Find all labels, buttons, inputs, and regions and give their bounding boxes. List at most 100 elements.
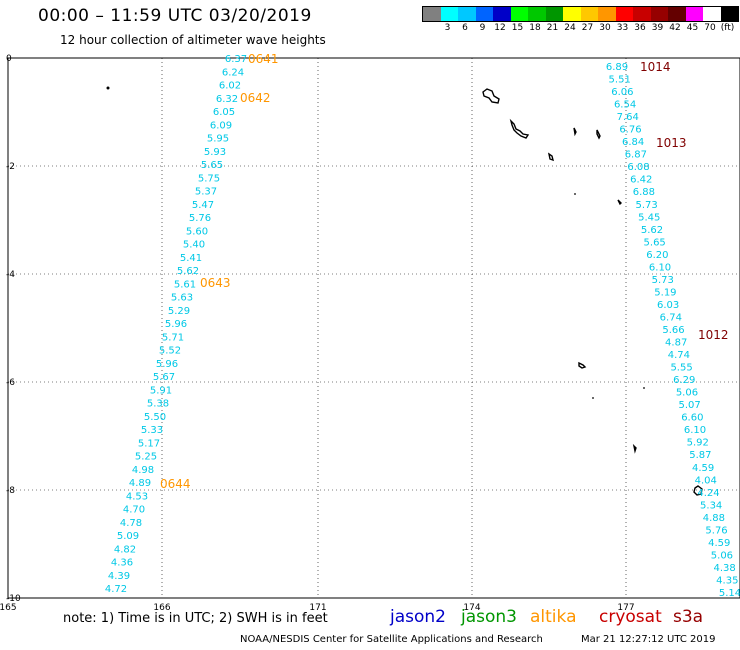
x-tick-label: 166 [153, 603, 170, 613]
island-dot [592, 397, 594, 399]
swh-value: 5.45 [638, 212, 660, 223]
swh-value: 6.20 [646, 250, 668, 261]
swh-value: 5.19 [654, 287, 676, 298]
swh-value: 5.06 [676, 388, 698, 399]
satellite-tracks: 6.37 6.24 6.02 6.32 6.05 6.09 5.95 5.93 5.65 5.75… [105, 54, 740, 599]
color-scale-label: 12 [494, 23, 506, 33]
island-outline [482, 88, 500, 104]
time-label: 0643 [200, 276, 231, 290]
color-swatch [475, 7, 493, 21]
swh-value: 6.29 [673, 375, 695, 386]
swh-value: 5.47 [192, 200, 214, 211]
color-scale-label: 3 [444, 23, 451, 33]
swh-value: 4.38 [713, 563, 735, 574]
swh-value: 6.03 [657, 300, 679, 311]
swh-value: 5.65 [644, 237, 666, 248]
color-swatch [598, 7, 616, 21]
island-dot [643, 387, 645, 389]
swh-value: 5.50 [144, 412, 166, 423]
swh-value: 5.95 [207, 134, 229, 145]
swh-value: 5.92 [687, 438, 709, 449]
color-swatch [580, 7, 598, 21]
swh-value: 5.61 [174, 279, 196, 290]
time-label: 0644 [160, 477, 191, 491]
swh-value: 6.06 [611, 87, 633, 98]
footer-timestamp: Mar 21 12:27:12 UTC 2019 [581, 634, 716, 645]
swh-value: 5.07 [679, 400, 701, 411]
page-title: 00:00 – 11:59 UTC 03/20/2019 [38, 6, 312, 26]
satellite-legend-item: cryosat [599, 607, 662, 627]
satellite-legend-item: jason2 [390, 607, 446, 627]
color-scale-label: 15 [511, 23, 524, 33]
color-swatch [458, 7, 476, 21]
note-text: note: 1) Time is in UTC; 2) SWH is in fe… [63, 611, 328, 626]
color-swatch [528, 7, 546, 21]
swh-value: 4.59 [708, 538, 730, 549]
time-label: 1014 [640, 60, 671, 74]
island-outline [632, 443, 637, 454]
swh-value: 5.62 [641, 225, 663, 236]
swh-value: 5.71 [162, 332, 184, 343]
color-swatch [633, 7, 651, 21]
swh-value: 6.32 [216, 94, 238, 105]
swh-value: 4.98 [132, 465, 154, 476]
color-scale-label: 42 [669, 23, 681, 33]
swh-value: 6.60 [681, 413, 703, 424]
color-swatch [615, 7, 633, 21]
x-tick-label: 171 [309, 603, 326, 613]
swh-value: 5.87 [689, 450, 711, 461]
swh-value: 5.09 [117, 531, 139, 542]
swh-value: 5.37 [195, 187, 217, 198]
y-tick-label: -10 [6, 594, 21, 604]
swh-value: 5.41 [180, 253, 202, 264]
color-swatch [650, 7, 668, 21]
swh-value: 6.74 [660, 312, 682, 323]
swh-value: 5.60 [186, 226, 208, 237]
color-scale-bar [422, 6, 739, 22]
y-tick-label: -8 [6, 486, 15, 496]
swh-value: 5.76 [705, 525, 727, 536]
swh-value: 5.34 [700, 500, 722, 511]
island-outline [509, 118, 530, 139]
satellite-legend-item: jason3 [461, 607, 517, 627]
swh-value: 6.88 [633, 187, 655, 198]
swh-value: 6.10 [684, 425, 706, 436]
island-outline [573, 127, 577, 137]
time-label: 0642 [240, 91, 271, 105]
swh-value: 6.10 [649, 262, 671, 273]
swh-value: 5.65 [201, 160, 223, 171]
swh-value: 4.70 [123, 505, 145, 516]
swh-value: 4.89 [129, 478, 151, 489]
swh-value: 5.96 [156, 359, 178, 370]
swh-value: 5.67 [153, 372, 175, 383]
swh-value: 4.39 [108, 571, 130, 582]
time-label: 1012 [698, 328, 729, 342]
swh-value: 6.08 [627, 162, 649, 173]
color-swatch [545, 7, 563, 21]
color-scale-label: 33 [616, 23, 629, 33]
swh-value: 4.24 [697, 488, 719, 499]
color-swatch [703, 7, 721, 21]
color-swatch [423, 7, 441, 21]
time-label: 1013 [656, 136, 687, 150]
color-scale-label: 45 [686, 23, 699, 33]
x-tick-label: 165 [0, 603, 17, 613]
color-scale-label: 9 [479, 23, 486, 33]
time-labels: 0641 0642 0643 0644 1014 1013 1012 [160, 52, 729, 491]
swh-value: 4.74 [668, 350, 690, 361]
swh-value: 5.96 [165, 319, 187, 330]
color-scale-label: 27 [581, 23, 594, 33]
swh-value: 5.17 [138, 438, 160, 449]
swh-value: 6.76 [619, 125, 641, 136]
color-swatch [563, 7, 581, 21]
swh-value: 4.53 [126, 491, 148, 502]
color-swatch [440, 7, 458, 21]
swh-value: 5.14 [719, 588, 740, 599]
swh-value: 5.33 [141, 425, 163, 436]
color-scale-label: 36 [634, 23, 646, 33]
time-label: 0641 [248, 52, 279, 66]
swh-value: 6.87 [625, 150, 647, 161]
color-swatch [685, 7, 703, 21]
swh-value: 4.36 [111, 558, 133, 569]
